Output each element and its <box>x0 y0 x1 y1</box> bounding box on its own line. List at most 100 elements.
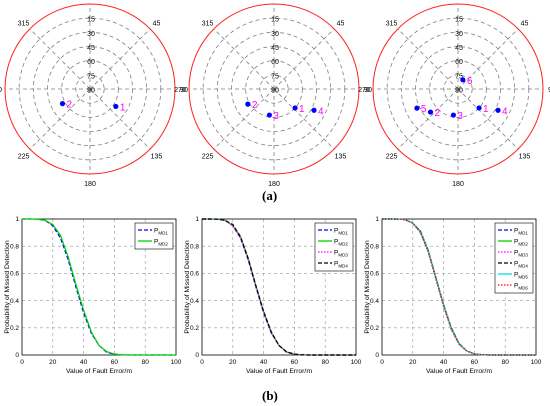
y-tick-label: 0.4 <box>190 298 199 305</box>
x-tick-label: 20 <box>409 359 417 366</box>
polar-angle-tick: 315 <box>18 21 30 28</box>
polar-spoke <box>397 28 459 90</box>
y-tick-label: 0.8 <box>370 243 379 250</box>
satellite-point <box>266 112 273 118</box>
satellite-point <box>245 101 251 107</box>
polar-spoke <box>457 88 519 150</box>
polar-radial-tick: 45 <box>271 45 279 52</box>
polar-spoke <box>213 88 275 150</box>
polar-angle-tick: 315 <box>202 21 214 28</box>
polar-spoke <box>29 28 91 90</box>
x-axis-label: Value of Fault Error/m <box>246 368 312 375</box>
satellite-point <box>292 105 298 111</box>
satellite-label: 2 <box>252 100 258 111</box>
polar-angle-tick: 135 <box>151 153 163 160</box>
satellite-label: 1 <box>299 104 305 115</box>
polar-radial-tick: 90 <box>455 88 463 95</box>
legend-label: PMD2 <box>514 239 528 247</box>
y-tick-label: 0 <box>15 352 19 359</box>
satellite-label: 5 <box>421 104 427 115</box>
polar-spoke <box>29 88 91 150</box>
polar-radial-tick: 75 <box>87 73 95 80</box>
line-chart-3: 0 20 40 60 80 100 0 0.2 0.4 0.6 0.8 1 Value of Fault… <box>364 216 542 375</box>
polar-radial-tick: 75 <box>271 73 279 80</box>
x-tick-label: 60 <box>111 359 119 366</box>
polar-angle-tick: 135 <box>519 153 531 160</box>
y-tick-label: 0.8 <box>190 243 199 250</box>
legend-label: PMD6 <box>514 283 528 291</box>
x-tick-label: 80 <box>142 359 150 366</box>
polar-angle-tick: 180 <box>452 181 464 188</box>
satellite-label: 6 <box>467 76 473 87</box>
polar-angle-tick: 45 <box>521 21 529 28</box>
series-line-P_MD2 <box>22 218 176 356</box>
legend-label: PMD2 <box>334 239 348 247</box>
polar-spoke <box>397 88 459 150</box>
series-line-P_MD4 <box>202 218 356 356</box>
polar-angle-tick: 225 <box>202 153 214 160</box>
legend-label: PMD2 <box>154 239 168 247</box>
polar-spoke <box>213 28 275 90</box>
legend-label: PMD1 <box>334 228 348 236</box>
satellite-point <box>311 107 317 113</box>
x-tick-label: 100 <box>351 359 362 366</box>
polar-angle-tick: 180 <box>268 181 280 188</box>
x-tick-label: 20 <box>229 359 237 366</box>
polar-spoke <box>89 28 151 90</box>
polar-radial-tick: 30 <box>87 31 95 38</box>
polar-radial-tick: 15 <box>455 17 463 24</box>
polar-radial-tick: 45 <box>87 45 95 52</box>
y-tick-label: 0.6 <box>370 271 379 278</box>
polar-angle-tick: 270 <box>358 87 370 94</box>
y-tick-label: 0.2 <box>190 325 199 332</box>
satellite-point <box>427 109 434 115</box>
x-tick-label: 0 <box>380 359 384 366</box>
polar-radial-tick: 90 <box>87 88 95 95</box>
polar-angle-tick: 180 <box>84 181 96 188</box>
x-tick-label: 80 <box>502 359 510 366</box>
polar-spoke <box>273 88 335 150</box>
y-tick-label: 0 <box>375 352 379 359</box>
satellite-point <box>476 105 482 111</box>
x-tick-label: 40 <box>440 359 448 366</box>
polar-radial-tick: 60 <box>271 59 279 66</box>
y-tick-label: 1 <box>375 216 379 223</box>
satellite-label: 2 <box>66 100 72 111</box>
satellite-label: 4 <box>502 106 508 117</box>
y-tick-label: 1 <box>195 216 199 223</box>
legend: PMD1 PMD2 PMD3 PMD4 <box>314 222 354 272</box>
polar-spoke <box>89 88 151 150</box>
polar-angle-tick: 45 <box>337 21 345 28</box>
y-tick-label: 0 <box>195 352 199 359</box>
legend-label: PMD4 <box>514 261 528 269</box>
legend: PMD1 PMD2 <box>134 222 174 250</box>
polar-angle-tick: 225 <box>18 153 30 160</box>
y-axis-label: Probability of Missed Detection <box>184 240 191 334</box>
polar-angle-tick: 225 <box>386 153 398 160</box>
polar-angle-tick: 270 <box>174 87 186 94</box>
polar-spoke <box>273 28 335 90</box>
plot-frame <box>201 218 357 356</box>
x-tick-label: 40 <box>260 359 268 366</box>
polar-angle-tick: 45 <box>153 21 161 28</box>
x-axis-label: Value of Fault Error/m <box>66 368 132 375</box>
y-tick-label: 1 <box>15 216 19 223</box>
y-tick-label: 0.6 <box>10 271 19 278</box>
x-tick-label: 60 <box>291 359 299 366</box>
polar-radial-tick: 90 <box>271 88 279 95</box>
polar-angle-tick: 270 <box>0 87 2 94</box>
y-tick-label: 0.4 <box>10 298 19 305</box>
y-tick-label: 0.4 <box>370 298 379 305</box>
x-axis-label: Value of Fault Error/m <box>426 368 492 375</box>
x-tick-label: 0 <box>200 359 204 366</box>
satellite-label: 3 <box>273 111 279 122</box>
x-tick-label: 80 <box>322 359 330 366</box>
legend-label: PMD1 <box>514 228 528 236</box>
y-axis-label: Probability of Missed Detection <box>364 240 371 334</box>
polar-plot-1: 1530456075900459013518022527031512 <box>0 3 188 188</box>
legend-label: PMD4 <box>334 261 348 269</box>
x-tick-label: 20 <box>49 359 57 366</box>
satellite-point <box>414 105 420 111</box>
y-tick-label: 0.2 <box>370 325 379 332</box>
